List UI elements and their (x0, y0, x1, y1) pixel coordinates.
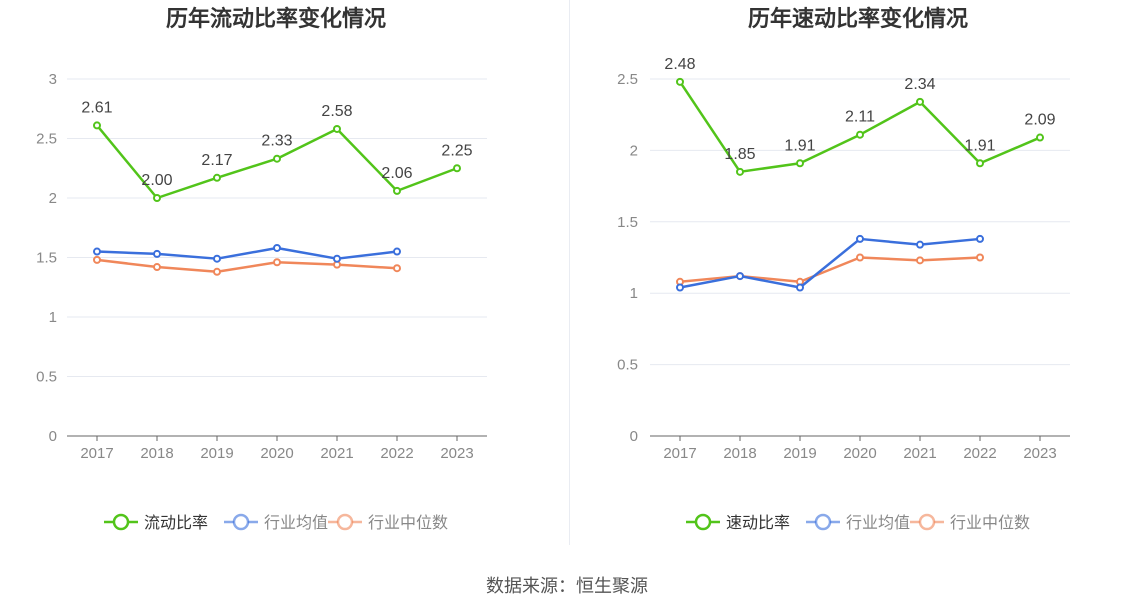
x-tick-label: 2018 (723, 445, 756, 462)
data-point (856, 234, 864, 243)
series-line (96, 246, 398, 260)
legend-marker (112, 513, 130, 531)
y-tick-label: 1 (49, 309, 57, 326)
legend-marker (814, 513, 832, 531)
x-tick-label: 2022 (963, 445, 996, 462)
data-label: 2.06 (381, 165, 412, 182)
data-label: 2.58 (321, 103, 352, 120)
y-tick-label: 2 (49, 190, 57, 207)
data-label: 2.61 (81, 99, 112, 116)
data-point (153, 263, 161, 272)
x-tick-label: 2019 (200, 445, 233, 462)
data-point (976, 253, 984, 262)
panel-divider (569, 0, 570, 545)
legend-marker (232, 513, 250, 531)
data-point (796, 159, 804, 168)
legend-label: 流动比率 (144, 514, 208, 532)
data-point (333, 124, 341, 133)
data-label: 2.11 (845, 109, 875, 126)
y-tick-label: 3 (49, 71, 57, 88)
data-point (676, 77, 684, 86)
data-point (453, 164, 461, 173)
data-point (976, 159, 984, 168)
data-point (736, 272, 744, 281)
data-label: 2.48 (664, 56, 695, 73)
chart-title: 历年流动比率变化情况 (166, 6, 386, 31)
data-point (333, 254, 341, 263)
data-point (273, 243, 281, 252)
y-tick-label: 2.5 (36, 131, 57, 148)
series-line (96, 258, 398, 274)
x-tick-label: 2021 (320, 445, 353, 462)
data-point (393, 247, 401, 256)
x-tick-label: 2020 (260, 445, 293, 462)
data-label: 2.34 (904, 76, 935, 93)
y-tick-label: 0.5 (36, 369, 57, 386)
legend-marker (336, 513, 354, 531)
legend-marker (694, 513, 712, 531)
legend-label: 行业中位数 (368, 514, 448, 532)
data-label: 2.09 (1024, 112, 1055, 129)
data-point (916, 240, 924, 249)
data-point (153, 249, 161, 258)
x-tick-label: 2017 (80, 445, 113, 462)
data-point (856, 253, 864, 262)
data-point (93, 247, 101, 256)
y-tick-label: 0 (630, 428, 638, 445)
data-point (273, 258, 281, 267)
data-label: 1.91 (784, 137, 815, 154)
data-point (213, 267, 221, 276)
data-point (676, 283, 684, 292)
y-tick-label: 2.5 (617, 71, 638, 88)
y-tick-label: 2 (630, 142, 638, 159)
data-label: 1.91 (964, 137, 995, 154)
data-label: 2.17 (201, 152, 232, 169)
y-tick-label: 1.5 (617, 214, 638, 231)
data-point (976, 234, 984, 243)
data-point (393, 264, 401, 273)
x-tick-label: 2022 (380, 445, 413, 462)
data-point (916, 256, 924, 265)
y-tick-label: 0 (49, 428, 57, 445)
data-point (93, 121, 101, 130)
x-tick-label: 2023 (440, 445, 473, 462)
data-point (1036, 133, 1044, 142)
data-label: 1.85 (724, 146, 755, 163)
data-point (796, 283, 804, 292)
data-point (213, 254, 221, 263)
data-label: 2.33 (261, 133, 292, 150)
legend-label: 行业均值 (846, 514, 910, 532)
y-tick-label: 0.5 (617, 357, 638, 374)
x-tick-label: 2023 (1023, 445, 1056, 462)
data-label: 2.25 (441, 142, 472, 159)
x-tick-label: 2017 (663, 445, 696, 462)
data-point (393, 186, 401, 195)
chart-title: 历年速动比率变化情况 (748, 6, 968, 31)
y-tick-label: 1 (630, 285, 638, 302)
legend-label: 速动比率 (726, 514, 790, 532)
series-line (679, 237, 981, 289)
x-tick-label: 2019 (783, 445, 816, 462)
x-tick-label: 2020 (843, 445, 876, 462)
legend-marker (918, 513, 936, 531)
data-point (856, 130, 864, 139)
y-tick-label: 1.5 (36, 250, 57, 267)
data-label: 2.00 (141, 172, 172, 189)
x-tick-label: 2021 (903, 445, 936, 462)
data-point (273, 154, 281, 163)
data-point (93, 255, 101, 264)
x-tick-label: 2018 (140, 445, 173, 462)
data-point (213, 173, 221, 182)
data-point (916, 97, 924, 106)
legend-label: 行业均值 (264, 514, 328, 532)
data-point (153, 194, 161, 202)
data-point (736, 167, 744, 176)
legend-label: 行业中位数 (950, 514, 1030, 532)
data-source-note: 数据来源：恒生聚源 (486, 576, 648, 596)
